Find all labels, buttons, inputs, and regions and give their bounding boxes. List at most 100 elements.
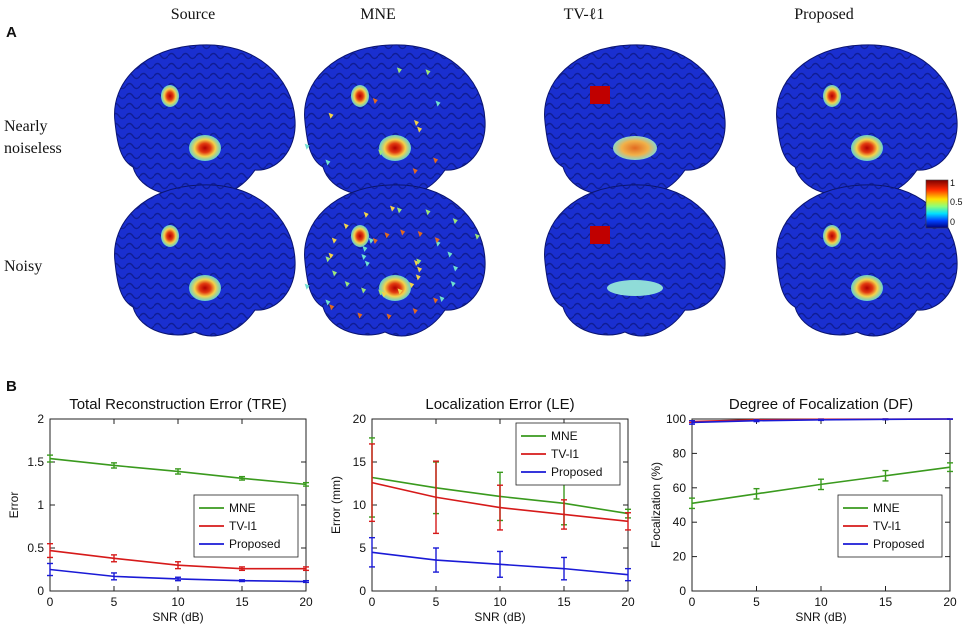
y-tick-label: 20: [673, 550, 687, 564]
noise-speck: [396, 67, 402, 74]
noise-speck: [331, 237, 337, 244]
x-tick-label: 5: [753, 595, 760, 609]
activation-spot: [161, 85, 179, 107]
activation-spot: [351, 85, 369, 107]
x-tick-label: 15: [557, 595, 571, 609]
noise-speck: [357, 312, 363, 319]
noise-speck: [417, 266, 423, 273]
noise-speck: [396, 207, 402, 214]
noise-speck: [474, 233, 480, 240]
panel-letter-b: B: [6, 378, 17, 395]
x-tick-label: 20: [621, 595, 635, 609]
brain-image: [776, 44, 958, 197]
noise-speck: [390, 205, 395, 212]
x-tick-label: 0: [689, 595, 696, 609]
noise-speck: [452, 218, 458, 225]
noise-speck: [378, 149, 384, 156]
noise-speck: [409, 282, 415, 289]
x-tick-label: 15: [235, 595, 249, 609]
column-title-mne: MNE: [360, 6, 396, 23]
chart-tre: Total Reconstruction Error (TRE)0 5 10 15 20…: [7, 396, 313, 624]
legend-label: TV-l1: [873, 519, 901, 533]
y-axis-label: Error (mm): [329, 476, 343, 534]
column-title-tv-l1: TV-ℓ1: [563, 6, 605, 23]
noise-speck: [384, 232, 390, 239]
y-tick-label: 0: [679, 584, 686, 598]
y-axis-label: Error: [7, 492, 21, 519]
chart-title: Total Reconstruction Error (TRE): [69, 396, 287, 413]
y-tick-label: 80: [673, 446, 687, 460]
chart-le: Localization Error (LE) 0 5 10 15 20 0 5 10 15 20 S…: [329, 396, 635, 624]
legend-label: MNE: [551, 429, 578, 443]
colorbar-tick-0: 0: [950, 217, 955, 227]
x-tick-label: 5: [433, 595, 440, 609]
activation-spot: [607, 280, 663, 296]
brain-image: [544, 184, 726, 337]
noise-speck: [434, 237, 440, 244]
noise-speck: [368, 237, 374, 244]
y-tick-label: 10: [353, 498, 367, 512]
row-label-nearly-noiseless: Nearly noiseless: [4, 116, 62, 160]
brain-image: [304, 44, 486, 197]
legend: MNE TV-l1 Proposed: [193, 494, 299, 558]
noise-speck: [329, 304, 335, 311]
y-tick-label: 5: [359, 541, 366, 555]
y-tick-label: 0: [37, 584, 44, 598]
colorbar-tick-1: 1: [950, 178, 955, 188]
y-tick-label: 20: [353, 412, 367, 426]
noise-speck: [381, 291, 387, 298]
y-tick-label: 1: [37, 498, 44, 512]
noise-speck: [417, 126, 423, 133]
y-tick-label: 1.5: [27, 455, 44, 469]
activation-spot: [351, 225, 369, 247]
row-label-line1: Nearly: [4, 118, 48, 135]
activation-spot: [590, 86, 610, 104]
noise-speck: [362, 245, 368, 252]
noise-speck: [433, 157, 439, 164]
noise-speck: [363, 211, 369, 218]
y-tick-label: 0.5: [27, 541, 44, 555]
noise-speck: [304, 283, 310, 290]
noise-speck: [425, 209, 431, 216]
colorbar: [925, 179, 949, 229]
activation-spot: [613, 136, 657, 160]
row-label-noisy: Noisy: [4, 256, 42, 278]
noise-speck: [361, 287, 367, 294]
x-axis-label: SNR (dB): [152, 610, 203, 624]
noise-speck: [304, 143, 310, 150]
noise-speck: [414, 120, 419, 126]
brain-image: [304, 184, 486, 337]
x-tick-label: 20: [299, 595, 313, 609]
x-tick-label: 10: [814, 595, 828, 609]
noise-speck: [328, 252, 334, 259]
chart-title: Degree of Focalization (DF): [729, 396, 913, 413]
activation-spot: [823, 85, 841, 107]
chart-df: Degree of Focalization (DF) 0 5 10 15 20 0 20 40…: [649, 396, 957, 624]
noise-speck: [361, 253, 367, 260]
column-title-proposed: Proposed: [794, 6, 854, 23]
x-tick-label: 15: [879, 595, 893, 609]
legend: MNE TV-l1 Proposed: [515, 422, 621, 486]
activation-spot: [379, 275, 411, 301]
y-axis-label: Focalization (%): [649, 462, 663, 548]
legend-label: TV-l1: [229, 519, 257, 533]
x-tick-label: 20: [943, 595, 957, 609]
x-tick-label: 0: [47, 595, 54, 609]
noise-speck: [435, 100, 441, 107]
noise-speck: [417, 230, 423, 237]
noise-speck: [325, 256, 331, 263]
y-tick-label: 60: [673, 481, 687, 495]
legend-label: TV-l1: [551, 447, 579, 461]
noise-speck: [425, 69, 431, 76]
noise-speck: [344, 281, 350, 288]
x-tick-label: 5: [111, 595, 118, 609]
brain-image: [114, 184, 296, 337]
activation-spot: [590, 226, 610, 244]
noise-speck: [415, 274, 421, 281]
noise-speck: [325, 159, 331, 166]
noise-speck: [397, 288, 403, 295]
panel-letter-a: A: [6, 24, 17, 41]
noise-speck: [416, 258, 422, 265]
noise-speck: [433, 297, 439, 304]
legend-label: MNE: [229, 501, 256, 515]
